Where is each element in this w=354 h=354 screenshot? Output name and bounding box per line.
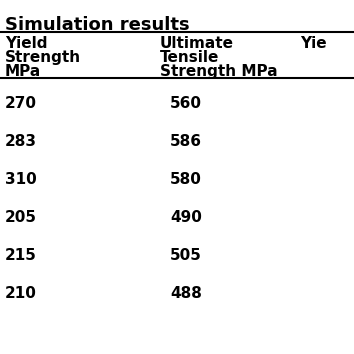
Text: 215: 215	[5, 248, 37, 263]
Text: Tensile: Tensile	[160, 50, 219, 65]
Text: Strength: Strength	[5, 50, 81, 65]
Text: Yield: Yield	[5, 36, 47, 51]
Text: Yie: Yie	[300, 36, 327, 51]
Text: 210: 210	[5, 286, 37, 301]
Text: 205: 205	[5, 210, 37, 225]
Text: 283: 283	[5, 134, 37, 149]
Text: Strength MPa: Strength MPa	[160, 64, 278, 79]
Text: 488: 488	[170, 286, 202, 301]
Text: 505: 505	[170, 248, 202, 263]
Text: Ultimate: Ultimate	[160, 36, 234, 51]
Text: 586: 586	[170, 134, 202, 149]
Text: 580: 580	[170, 172, 202, 187]
Text: 490: 490	[170, 210, 202, 225]
Text: Simulation results: Simulation results	[5, 16, 190, 34]
Text: 560: 560	[170, 96, 202, 111]
Text: MPa: MPa	[5, 64, 41, 79]
Text: 310: 310	[5, 172, 37, 187]
Text: 270: 270	[5, 96, 37, 111]
